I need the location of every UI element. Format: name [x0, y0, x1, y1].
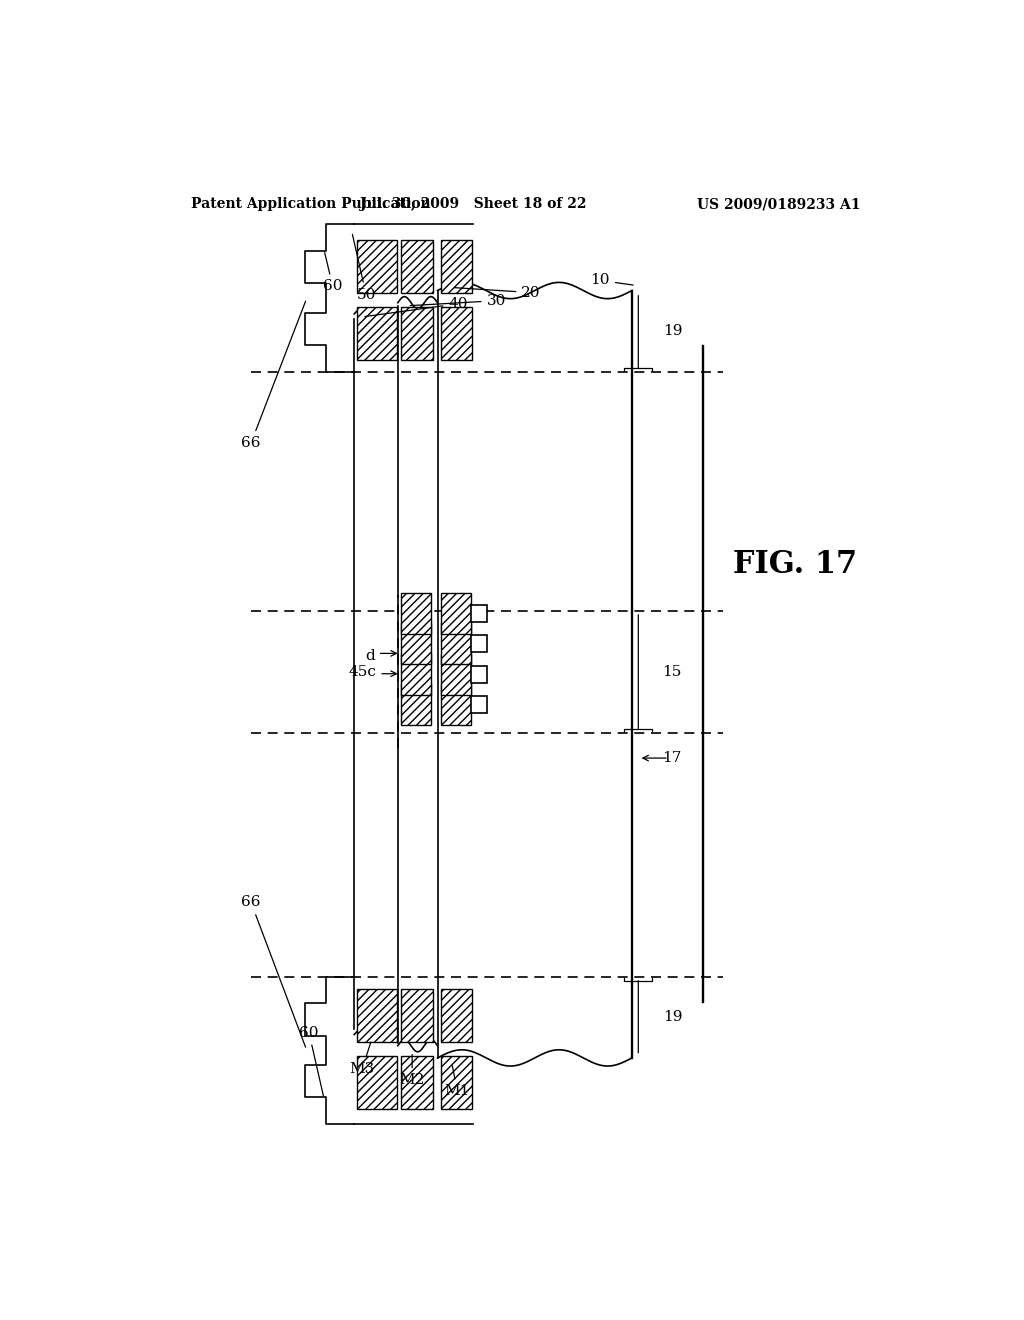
Text: 60: 60 — [299, 1026, 324, 1096]
Text: FIG. 17: FIG. 17 — [732, 549, 857, 581]
Bar — [471, 605, 486, 622]
Text: 20: 20 — [455, 285, 541, 300]
Bar — [471, 696, 486, 713]
Text: 30: 30 — [411, 293, 506, 308]
Bar — [401, 593, 431, 634]
Bar — [440, 306, 472, 359]
Bar — [471, 635, 486, 652]
Bar — [401, 989, 433, 1041]
Text: 60: 60 — [323, 252, 342, 293]
Text: 15: 15 — [662, 665, 681, 678]
Text: d: d — [366, 649, 375, 664]
Bar — [471, 665, 486, 682]
Bar — [401, 684, 431, 725]
Text: 40: 40 — [365, 297, 468, 317]
Text: M3: M3 — [349, 1043, 375, 1076]
Text: M2: M2 — [399, 1055, 425, 1088]
Text: 17: 17 — [662, 751, 681, 766]
Bar — [401, 653, 431, 694]
Text: 50: 50 — [352, 234, 376, 301]
Bar — [357, 240, 397, 293]
Bar — [401, 306, 433, 359]
Bar — [440, 1056, 472, 1109]
Bar — [357, 989, 397, 1041]
Bar — [401, 1056, 433, 1109]
Text: 45c: 45c — [348, 665, 376, 678]
Text: Patent Application Publication: Patent Application Publication — [191, 197, 431, 211]
Text: 19: 19 — [664, 1010, 683, 1024]
Bar — [440, 684, 471, 725]
Bar — [440, 989, 472, 1041]
Text: 10: 10 — [591, 273, 633, 288]
Bar — [357, 1056, 397, 1109]
Bar — [401, 623, 431, 664]
Bar — [440, 593, 471, 634]
Text: US 2009/0189233 A1: US 2009/0189233 A1 — [697, 197, 860, 211]
Text: 66: 66 — [242, 301, 305, 450]
Bar — [440, 240, 472, 293]
Bar — [357, 306, 397, 359]
Bar — [401, 240, 433, 293]
Text: Jul. 30, 2009   Sheet 18 of 22: Jul. 30, 2009 Sheet 18 of 22 — [360, 197, 587, 211]
Bar — [440, 623, 471, 664]
Bar — [440, 653, 471, 694]
Text: 19: 19 — [664, 325, 683, 338]
Text: 66: 66 — [242, 895, 305, 1047]
Text: M1: M1 — [444, 1065, 470, 1098]
